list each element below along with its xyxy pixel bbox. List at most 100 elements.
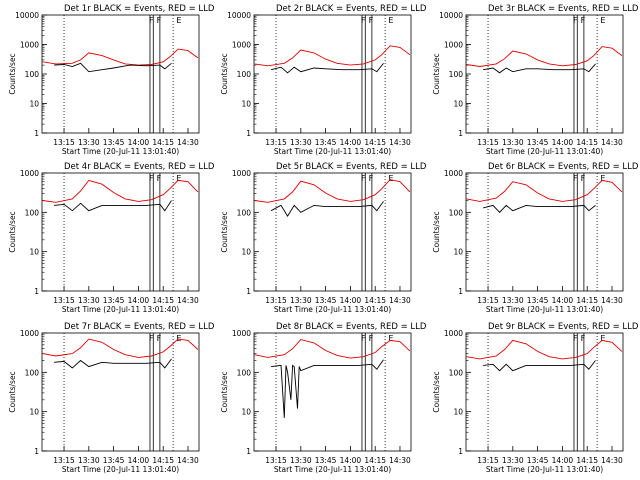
x-tick-label: 13:45 <box>527 138 549 147</box>
y-tick-label: 1000 <box>20 169 39 178</box>
y-axis-label: Counts/sec <box>220 371 229 412</box>
x-tick-label: 14:00 <box>340 296 362 305</box>
y-tick-label: 1 <box>458 447 463 456</box>
plot-frame <box>253 332 412 452</box>
panel-title: Det 1r BLACK = Events, RED = LLD <box>64 4 215 14</box>
x-tick-label: 13:15 <box>265 138 287 147</box>
x-tick-label: 13:15 <box>53 296 75 305</box>
x-tick-label: 14:15 <box>576 296 598 305</box>
y-tick-label: 100 <box>237 70 252 79</box>
x-tick-label: 13:15 <box>53 456 75 465</box>
lld-series-line <box>254 179 411 203</box>
y-tick-label: 100 <box>237 368 252 377</box>
flag-label: F <box>581 174 586 183</box>
lld-series-line <box>42 48 199 66</box>
lld-series-line <box>254 339 411 359</box>
x-tick-label: 14:00 <box>340 138 362 147</box>
x-axis-label: Start Time (20-Jul-11 13:01:40) <box>486 465 603 474</box>
y-tick-label: 1000 <box>444 41 463 50</box>
y-tick-label: 1 <box>34 129 39 138</box>
panel-title: Det 9r BLACK = Events, RED = LLD <box>488 322 639 332</box>
events-series-line <box>271 359 384 418</box>
y-tick-label: 1000 <box>20 41 39 50</box>
plot-frame <box>253 172 412 292</box>
flag-label: E <box>388 16 393 25</box>
panel-title: Det 5r BLACK = Events, RED = LLD <box>276 162 427 172</box>
y-tick-label: 1 <box>34 287 39 296</box>
flag-label: E <box>388 334 393 343</box>
y-axis-label: Counts/sec <box>220 211 229 252</box>
x-tick-label: 14:00 <box>128 138 150 147</box>
x-tick-label: 13:15 <box>53 138 75 147</box>
panel-9: Det 9r BLACK = Events, RED = LLD 1 10 100 10… <box>432 322 639 474</box>
x-tick-label: 14:30 <box>601 296 623 305</box>
flag-label: F <box>157 174 162 183</box>
x-tick-label: 14:00 <box>552 456 574 465</box>
x-tick-label: 14:30 <box>177 296 199 305</box>
panel-5: Det 5r BLACK = Events, RED = LLD 1 10 100 10… <box>220 162 427 314</box>
x-tick-label: 14:30 <box>389 456 411 465</box>
y-tick-label: 10000 <box>227 11 251 20</box>
flag-label: F <box>149 334 154 343</box>
x-axis-label: Start Time (20-Jul-11 13:01:40) <box>486 147 603 156</box>
x-tick-label: 14:30 <box>389 138 411 147</box>
y-tick-label: 1000 <box>444 169 463 178</box>
lld-series-line <box>42 338 199 358</box>
x-axis-label: Start Time (20-Jul-11 13:01:40) <box>274 465 391 474</box>
events-series-line <box>483 63 596 74</box>
x-tick-label: 14:30 <box>177 456 199 465</box>
x-tick-label: 14:15 <box>364 138 386 147</box>
x-tick-label: 14:15 <box>364 456 386 465</box>
y-axis-label: Counts/sec <box>8 211 17 252</box>
y-tick-label: 10 <box>453 248 463 257</box>
x-tick-label: 14:30 <box>177 138 199 147</box>
y-tick-label: 1000 <box>444 329 463 338</box>
x-axis-label: Start Time (20-Jul-11 13:01:40) <box>62 147 179 156</box>
x-axis-label: Start Time (20-Jul-11 13:01:40) <box>486 305 603 314</box>
y-tick-label: 10000 <box>439 11 463 20</box>
flag-label: E <box>600 16 605 25</box>
flag-label: F <box>581 334 586 343</box>
x-axis-label: Start Time (20-Jul-11 13:01:40) <box>62 465 179 474</box>
x-tick-label: 14:15 <box>576 456 598 465</box>
y-axis-label: Counts/sec <box>432 211 441 252</box>
x-axis-label: Start Time (20-Jul-11 13:01:40) <box>274 305 391 314</box>
events-series-line <box>270 201 384 217</box>
y-tick-label: 1 <box>458 129 463 138</box>
y-tick-label: 1000 <box>232 329 251 338</box>
x-tick-label: 13:45 <box>103 138 125 147</box>
x-tick-label: 14:30 <box>601 138 623 147</box>
lld-series-line <box>254 45 411 67</box>
lld-series-line <box>466 179 623 202</box>
y-tick-label: 100 <box>449 368 464 377</box>
y-tick-label: 1 <box>246 447 251 456</box>
flag-label: F <box>361 174 366 183</box>
flag-label: F <box>361 334 366 343</box>
plot-frame <box>465 332 624 452</box>
plot-frame <box>253 14 412 134</box>
y-tick-label: 1 <box>246 287 251 296</box>
panel-title: Det 3r BLACK = Events, RED = LLD <box>488 4 639 14</box>
y-tick-label: 10000 <box>15 11 39 20</box>
y-tick-label: 100 <box>449 208 464 217</box>
x-tick-label: 13:45 <box>103 296 125 305</box>
flag-label: E <box>600 174 605 183</box>
x-tick-label: 14:00 <box>552 296 574 305</box>
flag-label: F <box>369 16 374 25</box>
x-tick-label: 13:30 <box>290 456 312 465</box>
y-axis-label: Counts/sec <box>220 53 229 94</box>
x-tick-label: 13:30 <box>78 456 100 465</box>
x-axis-label: Start Time (20-Jul-11 13:01:40) <box>62 305 179 314</box>
flag-label: F <box>369 334 374 343</box>
x-tick-label: 13:45 <box>315 456 337 465</box>
events-series-line <box>270 63 384 74</box>
flag-label: E <box>176 174 181 183</box>
x-tick-label: 13:30 <box>502 296 524 305</box>
x-tick-label: 14:15 <box>576 138 598 147</box>
x-tick-label: 13:45 <box>527 296 549 305</box>
panel-6: Det 6r BLACK = Events, RED = LLD 1 10 100 10… <box>432 162 639 314</box>
x-tick-label: 13:15 <box>477 296 499 305</box>
x-tick-label: 13:45 <box>527 456 549 465</box>
y-tick-label: 10 <box>453 100 463 109</box>
y-tick-label: 1 <box>34 447 39 456</box>
